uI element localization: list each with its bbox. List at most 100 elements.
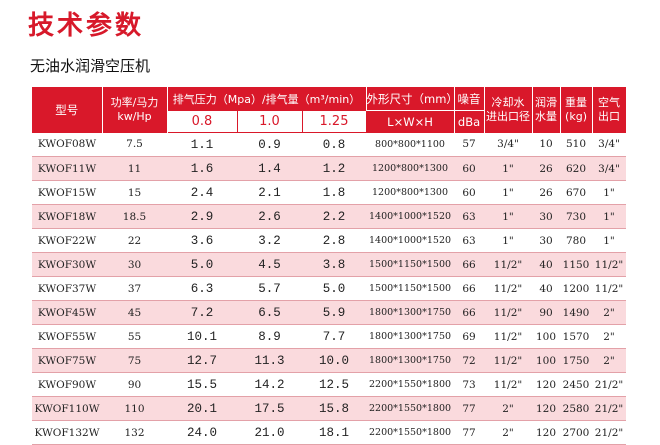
cell-flow-1-0: 2.1 [237, 180, 302, 205]
cell-flow-0-8: 3.6 [167, 228, 237, 253]
spec-table: 型号 功率/马力 kw/Hp 排气压力（Mpa）/排气量（m³/min） 外形尺… [32, 87, 627, 445]
cell-power: 75 [102, 348, 167, 373]
table-row: KWOF75W 75 12.7 11.3 10.0 1800*1300*1750 72 11/… [32, 348, 627, 373]
cell-weight: 620 [560, 156, 593, 181]
cell-cooling-water: 11/2" [484, 300, 533, 325]
cell-flow-1-0: 0.9 [237, 132, 302, 157]
cell-cooling-water: 11/2" [484, 252, 533, 277]
cell-noise: 57 [454, 132, 485, 157]
page-subtitle: 无油水润滑空压机 [30, 57, 151, 75]
cell-noise: 73 [454, 372, 485, 397]
cell-power: 11 [102, 156, 167, 181]
cell-flow-1-0: 2.6 [237, 204, 302, 229]
cell-noise: 77 [454, 396, 485, 421]
cell-lube-water: 120 [532, 420, 561, 445]
cell-flow-0-8: 20.1 [167, 396, 237, 421]
cell-air-outlet: 21/2" [592, 372, 627, 397]
table-row: KWOF55W 55 10.1 8.9 7.7 1800*1300*1750 69 11/2"… [32, 324, 627, 349]
cell-flow-1-0: 17.5 [237, 396, 302, 421]
cell-cooling-water: 2" [484, 396, 533, 421]
cell-flow-1-25: 2.8 [302, 228, 367, 253]
header-lube-water: 润滑 水量 [532, 87, 561, 133]
cell-lube-water: 100 [532, 348, 561, 373]
cell-flow-1-25: 18.1 [302, 420, 367, 445]
cell-flow-0-8: 2.9 [167, 204, 237, 229]
header-noise: 噪音 [454, 87, 485, 111]
cell-flow-1-0: 1.4 [237, 156, 302, 181]
table-row: KWOF08W 7.5 1.1 0.9 0.8 800*800*1100 57 3/4" 10 5… [32, 132, 627, 157]
cell-dimensions: 1400*1000*1520 [366, 204, 455, 229]
table-row: KWOF18W 18.5 2.9 2.6 2.2 1400*1000*1520 63 1" 30… [32, 204, 627, 229]
cell-flow-1-25: 15.8 [302, 396, 367, 421]
cell-dimensions: 1200*800*1300 [366, 180, 455, 205]
cell-power: 37 [102, 276, 167, 301]
table-row: KWOF110W 110 20.1 17.5 15.8 2200*1550*1800 77 2… [32, 396, 627, 421]
cell-flow-0-8: 7.2 [167, 300, 237, 325]
cell-flow-0-8: 5.0 [167, 252, 237, 277]
cell-flow-1-25: 1.2 [302, 156, 367, 181]
cell-noise: 77 [454, 420, 485, 445]
cell-flow-0-8: 10.1 [167, 324, 237, 349]
cell-dimensions: 2200*1550*1800 [366, 372, 455, 397]
cell-noise: 60 [454, 180, 485, 205]
cell-cooling-water: 11/2" [484, 348, 533, 373]
cell-lube-water: 10 [532, 132, 561, 157]
cell-flow-1-0: 8.9 [237, 324, 302, 349]
table-row: KWOF132W 132 24.0 21.0 18.1 2200*1550*1800 77 2… [32, 420, 627, 445]
cell-power: 22 [102, 228, 167, 253]
cell-noise: 72 [454, 348, 485, 373]
cell-power: 55 [102, 324, 167, 349]
header-air-outlet: 空气 出口 [592, 87, 627, 133]
cell-air-outlet: 21/2" [592, 420, 627, 445]
header-pressure-flow: 排气压力（Mpa）/排气量（m³/min） [167, 87, 367, 111]
cell-power: 7.5 [102, 132, 167, 157]
cell-flow-1-0: 21.0 [237, 420, 302, 445]
cell-cooling-water: 1" [484, 204, 533, 229]
cell-model: KWOF110W [32, 396, 102, 421]
cell-power: 132 [102, 420, 167, 445]
cell-noise: 66 [454, 252, 485, 277]
header-pressure-0-8: 0.8 [166, 110, 238, 133]
cell-flow-1-0: 14.2 [237, 372, 302, 397]
cell-flow-1-25: 5.9 [302, 300, 367, 325]
cell-weight: 1490 [560, 300, 593, 325]
cell-model: KWOF11W [32, 156, 102, 181]
cell-air-outlet: 11/2" [592, 276, 627, 301]
cell-air-outlet: 2" [592, 324, 627, 349]
cell-model: KWOF08W [32, 132, 102, 157]
cell-lube-water: 30 [532, 204, 561, 229]
cell-lube-water: 40 [532, 276, 561, 301]
cell-air-outlet: 21/2" [592, 396, 627, 421]
cell-flow-1-0: 5.7 [237, 276, 302, 301]
cell-power: 90 [102, 372, 167, 397]
cell-air-outlet: 2" [592, 300, 627, 325]
cell-cooling-water: 2" [484, 420, 533, 445]
cell-flow-1-25: 3.8 [302, 252, 367, 277]
cell-air-outlet: 3/4" [592, 156, 627, 181]
header-lube-line1: 润滑 [535, 95, 558, 109]
cell-flow-0-8: 2.4 [167, 180, 237, 205]
cell-lube-water: 26 [532, 156, 561, 181]
header-cooling-water: 冷却水 进出口径 [484, 87, 533, 133]
cell-model: KWOF90W [32, 372, 102, 397]
cell-dimensions: 1800*1300*1750 [366, 300, 455, 325]
header-pressure-1-25: 1.25 [301, 110, 367, 133]
cell-model: KWOF75W [32, 348, 102, 373]
cell-flow-1-25: 10.0 [302, 348, 367, 373]
cell-flow-1-25: 0.8 [302, 132, 367, 157]
header-model: 型号 [32, 87, 103, 133]
cell-cooling-water: 11/2" [484, 372, 533, 397]
cell-air-outlet: 1" [592, 204, 627, 229]
cell-flow-1-0: 11.3 [237, 348, 302, 373]
cell-model: KWOF22W [32, 228, 102, 253]
cell-model: KWOF45W [32, 300, 102, 325]
cell-noise: 63 [454, 228, 485, 253]
cell-flow-0-8: 12.7 [167, 348, 237, 373]
cell-weight: 2450 [560, 372, 593, 397]
cell-flow-0-8: 1.6 [167, 156, 237, 181]
cell-lube-water: 40 [532, 252, 561, 277]
cell-flow-1-25: 1.8 [302, 180, 367, 205]
table-body: KWOF08W 7.5 1.1 0.9 0.8 800*800*1100 57 3/4" 10 5… [32, 132, 627, 445]
cell-dimensions: 1500*1150*1500 [366, 276, 455, 301]
cell-dimensions: 1400*1000*1520 [366, 228, 455, 253]
